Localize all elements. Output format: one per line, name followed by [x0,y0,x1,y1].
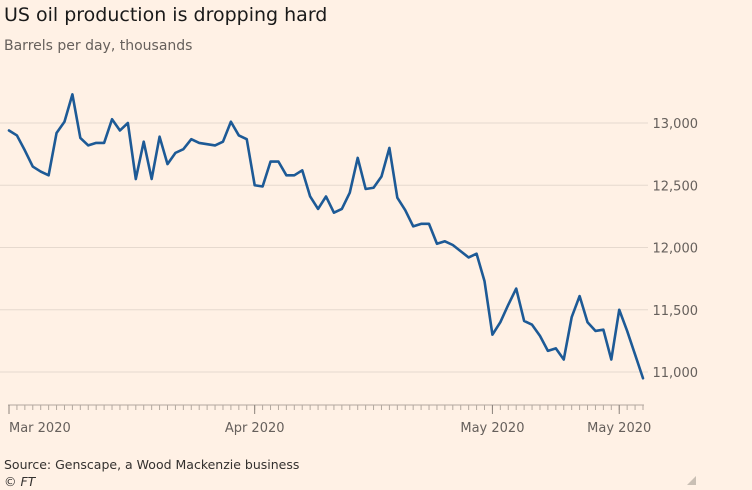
y-tick-label: 11,500 [653,304,699,319]
x-tick-label: May 2020 [587,421,651,436]
x-tick-label: Apr 2020 [225,421,285,436]
y-tick-label: 11,000 [653,366,699,381]
chart-title: US oil production is dropping hard [4,4,328,26]
gridlines [0,122,648,373]
x-axis: Mar 2020 Apr 2020 May 2020 May 2020 [8,404,651,436]
y-tick-label: 12,500 [653,179,699,194]
series-line [7,93,645,380]
chart-subtitle: Barrels per day, thousands [4,38,193,54]
ft-credit: © FT [4,474,36,489]
y-tick-label: 12,000 [653,242,699,257]
resize-corner-icon [687,476,696,485]
x-tick-label: May 2020 [460,421,524,436]
source-note: Source: Genscape, a Wood Mackenzie busin… [4,457,300,472]
y-tick-label: 13,000 [653,117,699,132]
y-axis-labels: 11,000 11,500 12,000 12,500 13,000 [653,117,699,381]
x-tick-label: Mar 2020 [9,421,71,436]
series-line-layer [7,93,645,380]
